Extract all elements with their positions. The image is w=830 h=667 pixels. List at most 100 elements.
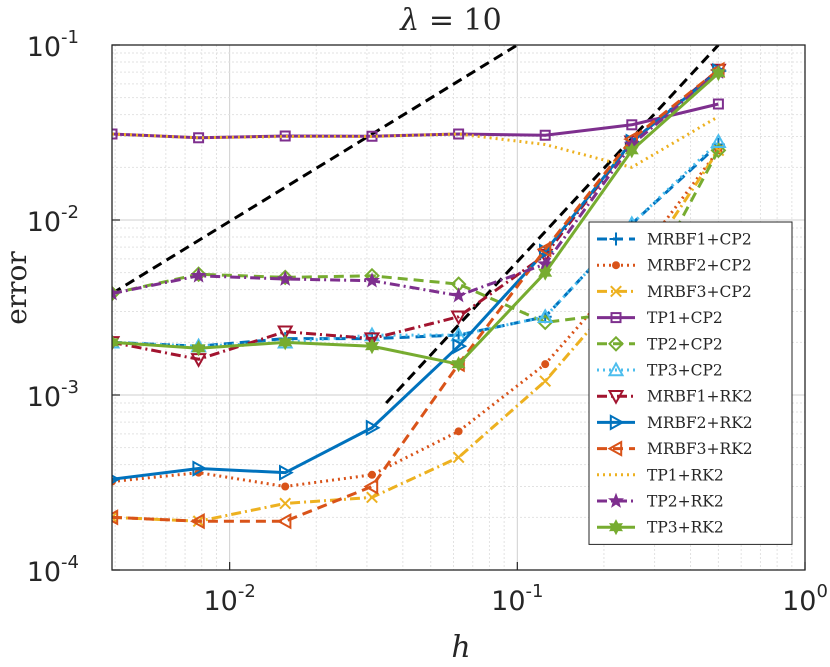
data-point (363, 478, 379, 495)
legend-label: MRBF2+RK2 (647, 414, 753, 432)
legend-marker (610, 285, 622, 298)
legend-entry: TP1+CP2 (597, 309, 723, 327)
series-tp1-cp2 (112, 98, 724, 144)
legend-label: TP1+RK2 (647, 466, 724, 484)
data-point (624, 142, 639, 159)
chart-title: λ = 10 (399, 3, 501, 38)
data-point (278, 334, 293, 351)
legend-box (588, 221, 793, 545)
data-point (190, 266, 207, 283)
legend-marker (607, 492, 625, 508)
data-point (368, 470, 377, 479)
legend-label: TP2+CP2 (647, 335, 723, 353)
legend-marker (609, 414, 625, 431)
legend-label: MRBF2+CP2 (647, 257, 752, 275)
legend-marker (609, 519, 623, 536)
data-point (276, 513, 292, 530)
data-point (536, 241, 552, 258)
data-point (365, 338, 379, 355)
y-axis-ticks: 10-4 10-3 10-2 10-1 (27, 27, 120, 588)
data-point (277, 325, 294, 341)
legend: MRBF1+CP2 MRBF2+CP2 MRBF3+CP2 TP1+CP2 TP2+CP… (588, 221, 793, 545)
legend-marker (610, 312, 622, 324)
legend-marker (607, 361, 625, 377)
data-point (450, 326, 467, 342)
legend-label: MRBF3+RK2 (647, 440, 753, 458)
data-point (190, 513, 205, 530)
legend-label: MRBF1+CP2 (647, 231, 752, 249)
legend-entry: TP3+RK2 (597, 519, 724, 537)
x-tick-label: 10-1 (491, 581, 543, 617)
data-point (537, 314, 554, 331)
data-point (711, 65, 726, 82)
data-point (626, 119, 638, 131)
legend-marker (609, 232, 623, 246)
x-axis-label: h (451, 630, 470, 665)
data-point (712, 98, 724, 110)
data-point (112, 285, 121, 301)
x-tick-label: 100 (782, 581, 828, 617)
legend-entry: MRBF2+RK2 (597, 414, 753, 432)
data-point (454, 427, 463, 436)
y-tick-label: 10-3 (27, 377, 79, 413)
y-tick-label: 10-1 (27, 27, 79, 63)
data-point (279, 464, 294, 481)
legend-label: MRBF1+RK2 (647, 388, 753, 406)
data-point (190, 267, 207, 283)
data-point (451, 356, 466, 373)
legend-entry: MRBF3+RK2 (597, 440, 753, 458)
legend-label: TP2+RK2 (647, 493, 724, 511)
x-tick-label: 10-2 (203, 581, 255, 617)
data-point (191, 340, 206, 357)
data-point (365, 419, 381, 436)
legend-label: MRBF3+CP2 (647, 283, 752, 301)
series-line (112, 68, 720, 523)
data-point (363, 332, 381, 348)
data-point (281, 482, 290, 491)
series-line (112, 143, 720, 348)
data-point (539, 375, 552, 388)
data-point (112, 128, 118, 140)
y-axis-label: error (0, 251, 33, 325)
legend-entry: MRBF1+CP2 (597, 231, 752, 249)
legend-marker (607, 390, 625, 405)
legend-marker (612, 261, 620, 270)
data-point (539, 129, 551, 141)
legend-entry: TP2+RK2 (597, 493, 724, 511)
data-point (710, 142, 727, 159)
data-point (538, 264, 553, 281)
y-tick-label: 10-4 (27, 552, 79, 588)
legend-label: TP1+CP2 (647, 309, 723, 327)
series-line (112, 69, 720, 481)
data-point (450, 287, 467, 303)
legend-entry: TP2+CP2 (597, 335, 723, 353)
data-point (192, 460, 208, 477)
data-point (452, 451, 465, 464)
series-tp3-rk2 (112, 65, 726, 373)
plot-area-border (111, 44, 806, 571)
data-point (112, 334, 119, 351)
data-point (366, 491, 378, 504)
data-point (363, 272, 381, 288)
legend-entry: MRBF1+RK2 (597, 388, 753, 406)
series-line (112, 72, 720, 366)
x-axis-ticks: 10-2 10-1 100 (203, 562, 828, 617)
series-line (112, 70, 720, 298)
legend-label: TP3+CP2 (647, 362, 723, 380)
data-point (112, 511, 118, 524)
data-point (112, 509, 119, 526)
y-tick-label: 10-2 (27, 202, 79, 238)
data-point (277, 270, 294, 286)
reference-slope-line (112, 45, 519, 295)
legend-entry: MRBF2+CP2 (597, 257, 752, 275)
legend-entry: TP1+RK2 (597, 466, 724, 484)
reference-lines (112, 45, 720, 405)
data-point (450, 310, 467, 326)
series-line (112, 102, 719, 140)
title-equals: = 10 (419, 3, 501, 38)
legend-marker (607, 440, 623, 457)
data-point (541, 360, 550, 369)
legend-entry: MRBF3+CP2 (597, 283, 752, 301)
legend-marker (608, 335, 624, 352)
